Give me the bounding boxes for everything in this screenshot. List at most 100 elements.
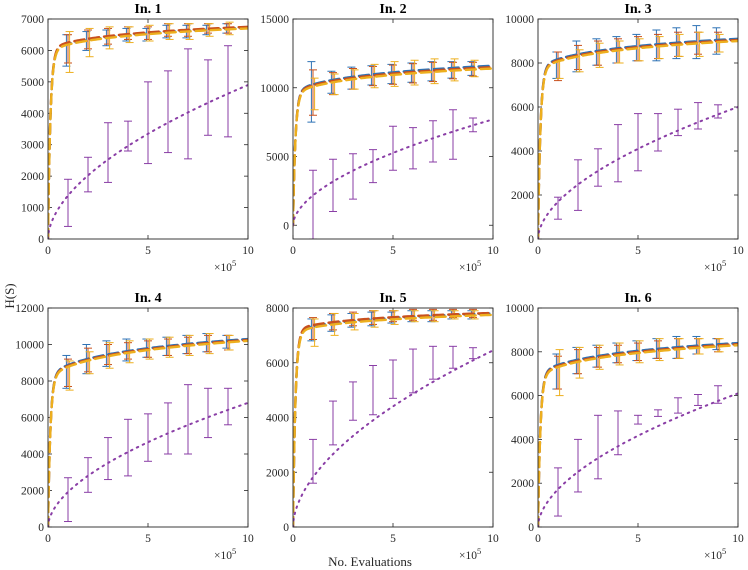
panel-title: In. 2 <box>379 2 406 17</box>
x-tick-label: 0 <box>290 533 296 545</box>
series-line-yellow <box>293 67 493 227</box>
y-tick-label: 8000 <box>511 58 534 70</box>
y-tick-label: 7000 <box>21 14 44 26</box>
x-tick-label: 10 <box>242 533 254 545</box>
series-line-purple <box>48 401 248 527</box>
x-tick-label: 5 <box>145 245 151 257</box>
y-tick-label: 0 <box>528 234 534 246</box>
x-scale-exponent: 5 <box>232 546 236 556</box>
y-tick-label: 2000 <box>266 467 289 479</box>
x-scale-exponent: 5 <box>722 258 726 268</box>
x-tick-label: 10 <box>487 245 499 257</box>
y-tick-label: 4000 <box>21 108 44 120</box>
series-line-purple <box>293 349 493 527</box>
series-line-yellow <box>538 344 738 527</box>
panel-title: In. 4 <box>134 291 161 306</box>
x-scale-exponent: 5 <box>722 546 726 556</box>
y-tick-label: 0 <box>38 522 44 534</box>
x-scale-label: ×105 <box>704 258 726 274</box>
y-tick-label: 4000 <box>21 449 44 461</box>
y-tick-label: 4000 <box>266 413 289 425</box>
y-tick-label: 0 <box>38 234 44 246</box>
y-tick-label: 2000 <box>511 478 534 490</box>
y-tick-label: 2000 <box>21 171 44 183</box>
y-tick-label: 10000 <box>15 340 44 352</box>
series-line-yellow <box>48 27 248 239</box>
panel-title: In. 5 <box>379 291 406 306</box>
panel-1: In. 1 0 1000 2000 3000 4000 5000 6000 7000 0 5 10 ×1… <box>21 2 254 274</box>
y-tick-label: 0 <box>528 522 534 534</box>
y-tick-label: 2000 <box>511 190 534 202</box>
series-line-blue <box>293 312 493 527</box>
y-axis-label: H(S) <box>2 283 17 308</box>
series-line-purple <box>538 106 738 239</box>
series-line-red <box>538 342 738 527</box>
series-line-purple <box>48 84 248 239</box>
x-scale-label: ×105 <box>459 258 481 274</box>
series-line-purple <box>293 118 493 227</box>
panel-frame <box>537 307 739 528</box>
y-tick-label: 6000 <box>511 391 534 403</box>
plot-area <box>538 335 738 527</box>
series-line-yellow <box>48 339 248 527</box>
y-tick-label: 10000 <box>505 303 534 315</box>
panel-title: In. 1 <box>134 2 161 17</box>
plot-area <box>293 308 493 527</box>
y-tick-label: 10000 <box>260 83 289 95</box>
y-tick-label: 5000 <box>266 152 289 164</box>
plot-area <box>538 25 738 239</box>
x-scale-label: ×105 <box>214 546 236 562</box>
x-axis-label: No. Evaluations <box>328 554 412 569</box>
panel-frame <box>47 18 249 240</box>
x-tick-label: 5 <box>390 533 396 545</box>
y-tick-label: 8000 <box>266 303 289 315</box>
y-tick-label: 1000 <box>21 203 44 215</box>
plot-area <box>48 333 248 527</box>
y-tick-label: 12000 <box>15 303 44 315</box>
x-scale-label: ×105 <box>459 546 481 562</box>
plot-area <box>293 58 493 239</box>
x-scale-exponent: 5 <box>477 258 481 268</box>
y-tick-label: 6000 <box>266 358 289 370</box>
y-tick-label: 0 <box>283 220 289 232</box>
panel-title: In. 6 <box>624 291 651 306</box>
y-tick-label: 8000 <box>511 347 534 359</box>
y-tick-label: 4000 <box>511 146 534 158</box>
y-tick-label: 8000 <box>21 376 44 388</box>
panel-6: In. 6 0 2000 4000 6000 8000 10000 0 5 10 ×105 <box>505 291 744 562</box>
x-scale-label: ×105 <box>214 258 236 274</box>
x-tick-label: 0 <box>45 533 51 545</box>
panel-title: In. 3 <box>624 2 651 17</box>
x-tick-label: 0 <box>535 533 541 545</box>
panel-frame <box>537 18 739 240</box>
series-line-red <box>293 311 493 527</box>
y-tick-label: 6000 <box>511 102 534 114</box>
panel-3: In. 3 0 2000 4000 6000 8000 10000 0 5 10 ×105 <box>505 2 744 274</box>
x-scale-exponent: 5 <box>232 258 236 268</box>
x-tick-label: 5 <box>390 245 396 257</box>
series-line-yellow <box>293 313 493 527</box>
y-tick-label: 5000 <box>21 77 44 89</box>
y-tick-label: 10000 <box>505 14 534 26</box>
series-line-blue <box>538 341 738 527</box>
x-tick-label: 5 <box>635 533 641 545</box>
y-tick-label: 3000 <box>21 140 44 152</box>
plot-area <box>48 21 248 239</box>
series-line-purple <box>538 392 738 527</box>
x-tick-label: 10 <box>242 245 254 257</box>
panel-frame <box>292 307 494 528</box>
x-tick-label: 5 <box>145 533 151 545</box>
y-tick-label: 4000 <box>511 434 534 446</box>
x-tick-label: 0 <box>535 245 541 257</box>
y-tick-label: 6000 <box>21 45 44 57</box>
x-tick-label: 10 <box>732 245 744 257</box>
panel-4: In. 4 0 2000 4000 6000 8000 10000 12000 0 5 10 ×105 <box>15 291 254 562</box>
series-line-yellow <box>538 39 738 239</box>
x-tick-label: 5 <box>635 245 641 257</box>
y-tick-label: 0 <box>283 522 289 534</box>
panel-5: In. 5 0 2000 4000 6000 8000 0 5 10 ×105 <box>266 291 499 562</box>
x-tick-label: 0 <box>45 245 51 257</box>
y-tick-label: 15000 <box>260 14 289 26</box>
x-scale-label: ×105 <box>704 546 726 562</box>
